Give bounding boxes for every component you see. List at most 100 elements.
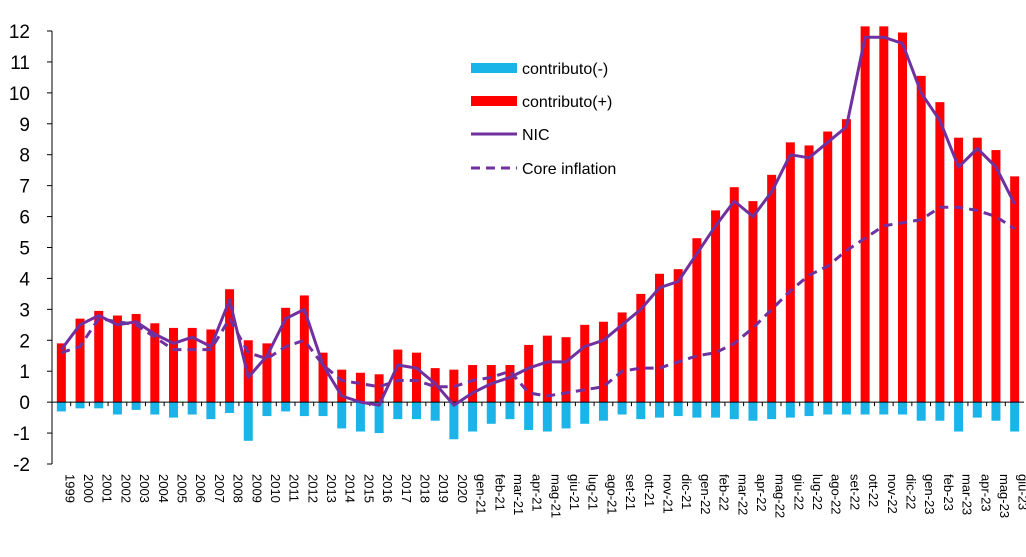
bar-contributo-neg-set-21 — [617, 402, 627, 415]
x-tick-label-gen-23: gen-23 — [922, 474, 937, 514]
x-tick-label-giu-22: giu-22 — [791, 474, 806, 510]
bar-contributo-neg-set-22 — [841, 402, 851, 415]
bar-contributo-pos-gen-23 — [916, 75, 926, 403]
bar-contributo-pos-feb-22 — [711, 210, 721, 403]
y-tick-label-4: 4 — [19, 269, 30, 290]
bar-contributo-neg-mar-23 — [954, 402, 964, 432]
legend-label-core-inflation: Core inflation — [522, 161, 616, 178]
x-tick-label-2016: 2016 — [380, 474, 395, 503]
bar-contributo-neg-2010 — [262, 402, 272, 417]
bar-contributo-pos-giu-22 — [785, 142, 795, 403]
x-tick-label-2017: 2017 — [399, 474, 414, 503]
legend-item-contributo-neg: contributo(-) — [471, 61, 608, 78]
bar-contributo-neg-ott-22 — [860, 402, 870, 415]
bar-contributo-pos-dic-22 — [898, 32, 907, 403]
bar-contributo-pos-mag-23 — [991, 150, 1001, 403]
x-tick-label-apr-22: apr-22 — [754, 474, 769, 512]
bar-contributo-pos-mar-23 — [954, 137, 964, 403]
x-tick-label-ott-21: ott-21 — [642, 474, 657, 507]
x-tick-label-2004: 2004 — [156, 474, 171, 503]
legend-item-core-inflation: Core inflation — [471, 161, 616, 178]
bar-contributo-neg-apr-23 — [972, 402, 982, 418]
x-tick-label-feb-23: feb-23 — [941, 474, 956, 511]
bar-contributo-pos-2005 — [169, 327, 178, 403]
bar-contributo-pos-2011 — [281, 307, 291, 403]
bar-contributo-neg-2014 — [337, 402, 347, 429]
bar-contributo-pos-mag-22 — [767, 174, 777, 403]
x-tick-label-gen-22: gen-22 — [698, 474, 713, 514]
bar-contributo-pos-2000 — [75, 318, 85, 403]
bar-contributo-neg-2004 — [150, 402, 160, 415]
y-tick-label--1: -1 — [13, 424, 30, 445]
x-tick-label-mag-23: mag-23 — [997, 474, 1012, 518]
bar-contributo-neg-mag-21 — [542, 402, 552, 432]
bar-contributo-neg-2012 — [299, 402, 309, 417]
bar-contributo-neg-2008 — [225, 402, 235, 413]
x-tick-label-ott-22: ott-22 — [866, 474, 881, 507]
bar-contributo-pos-gen-21 — [468, 365, 478, 403]
bar-contributo-neg-2009 — [243, 402, 253, 441]
bar-contributo-pos-2001 — [94, 310, 104, 403]
bar-contributo-pos-2018 — [412, 352, 421, 403]
x-tick-label-2001: 2001 — [100, 474, 115, 503]
core-inflation-line — [60, 205, 1016, 398]
bar-contributo-pos-2016 — [374, 374, 384, 403]
bar-contributo-pos-dic-21 — [673, 269, 683, 403]
y-tick-label-12: 12 — [9, 22, 30, 43]
x-tick-label-mar-21: mar-21 — [511, 474, 526, 515]
legend-swatch-contributo-neg — [471, 63, 517, 73]
bar-contributo-pos-2017 — [393, 349, 403, 403]
bar-contributo-pos-apr-21 — [524, 344, 534, 403]
bar-contributo-neg-mag-23 — [991, 402, 1001, 421]
bar-contributo-neg-2020 — [449, 402, 459, 440]
bar-contributo-neg-2017 — [393, 402, 403, 420]
bar-contributo-neg-2016 — [374, 402, 384, 434]
bar-contributo-pos-2002 — [112, 315, 122, 403]
x-tick-label-dic-21: dic-21 — [679, 474, 694, 509]
bar-contributo-neg-2000 — [75, 402, 85, 409]
bar-contributo-pos-2013 — [318, 352, 328, 403]
x-tick-label-nov-22: nov-22 — [885, 474, 900, 514]
bar-contributo-neg-feb-23 — [935, 402, 945, 421]
bar-contributo-neg-feb-21 — [486, 402, 496, 424]
bar-contributo-pos-mar-22 — [729, 187, 739, 403]
x-tick-label-set-22: set-22 — [847, 474, 862, 510]
bar-contributo-pos-2008 — [225, 289, 235, 403]
bar-contributo-pos-2007 — [206, 329, 216, 403]
bar-contributo-neg-ott-21 — [636, 402, 646, 420]
bar-contributo-neg-2003 — [131, 402, 141, 410]
bar-contributo-pos-2004 — [150, 323, 160, 403]
bar-contributo-neg-ago-21 — [598, 402, 608, 421]
x-tick-label-mar-23: mar-23 — [960, 474, 975, 515]
y-tick-label-6: 6 — [19, 208, 30, 229]
bar-contributo-neg-2019 — [430, 402, 440, 421]
x-tick-label-2019: 2019 — [436, 474, 451, 503]
bar-contributo-neg-lug-22 — [804, 402, 814, 417]
x-tick-label-lug-21: lug-21 — [586, 474, 601, 510]
y-tick-label-5: 5 — [19, 239, 30, 260]
x-tick-label-2020: 2020 — [455, 474, 470, 503]
x-tick-label-2011: 2011 — [287, 474, 302, 502]
bar-contributo-neg-ago-22 — [823, 402, 833, 415]
y-tick-label-7: 7 — [19, 177, 30, 198]
x-tick-label-ago-22: ago-22 — [829, 474, 844, 514]
bar-contributo-pos-ott-21 — [636, 293, 646, 403]
bar-contributo-pos-2010 — [262, 343, 272, 403]
x-tick-label-giu-21: giu-21 — [567, 474, 582, 510]
bar-contributo-neg-nov-21 — [655, 402, 664, 418]
x-tick-label-2005: 2005 — [175, 474, 190, 503]
bar-contributo-pos-gen-22 — [692, 238, 702, 403]
x-tick-label-mar-22: mar-22 — [735, 474, 750, 515]
x-tick-label-set-21: set-21 — [623, 474, 638, 510]
x-tick-label-dic-22: dic-22 — [904, 474, 919, 509]
bar-contributo-neg-2018 — [412, 402, 421, 420]
bar-contributo-pos-mar-21 — [505, 365, 515, 403]
y-tick-label-11: 11 — [10, 53, 30, 74]
bar-contributo-neg-gen-21 — [468, 402, 478, 432]
x-tick-label-ago-21: ago-21 — [604, 474, 619, 514]
x-tick-label-2015: 2015 — [361, 474, 376, 503]
x-tick-label-2010: 2010 — [268, 474, 283, 503]
y-tick-label-0: 0 — [19, 393, 30, 414]
x-tick-label-gen-21: gen-21 — [474, 474, 489, 514]
bar-contributo-neg-2006 — [187, 402, 197, 415]
